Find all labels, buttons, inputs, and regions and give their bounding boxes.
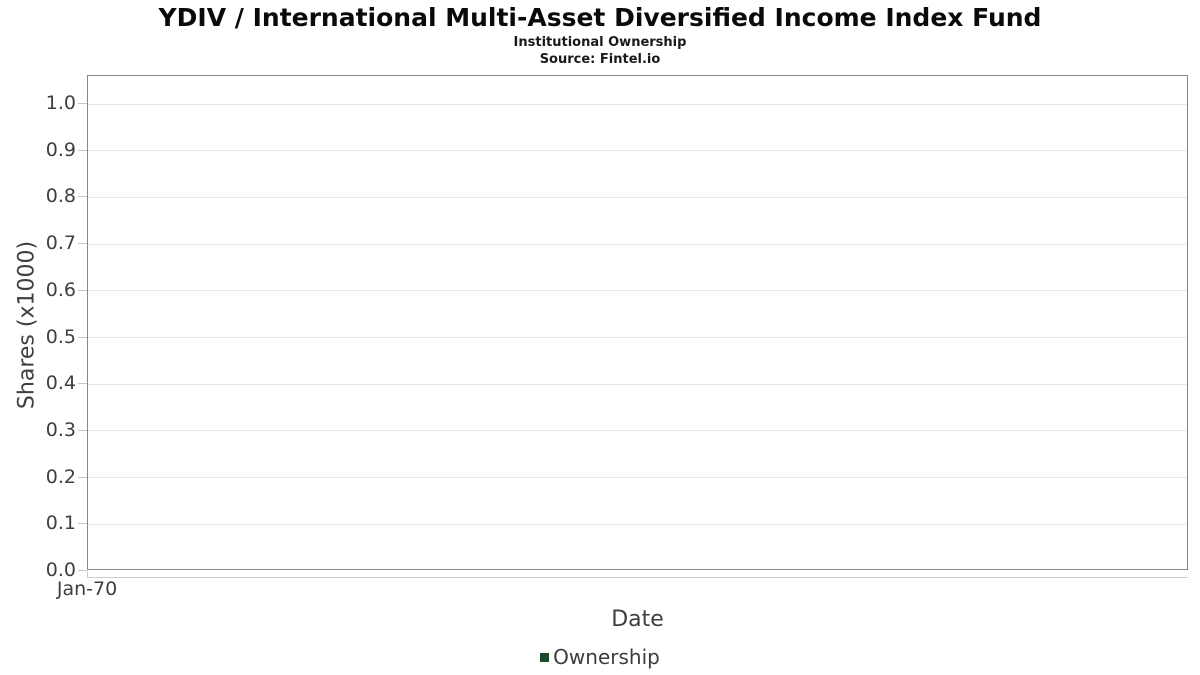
y-tick-mark: [78, 429, 87, 431]
legend-marker-icon: [540, 652, 550, 662]
y-gridline: [88, 196, 1187, 198]
y-gridline: [88, 243, 1187, 245]
x-axis-title: Date: [611, 607, 664, 632]
y-tick-label: 0.1: [45, 512, 76, 535]
legend-item-ownership[interactable]: Ownership: [540, 645, 660, 669]
y-gridline: [88, 523, 1187, 525]
y-tick-label: 0.0: [45, 559, 76, 581]
y-tick-label: 0.4: [45, 372, 76, 395]
y-gridline: [88, 430, 1187, 432]
y-tick-mark: [78, 523, 87, 525]
y-tick-label: 0.5: [45, 325, 76, 348]
y-tick-mark: [78, 103, 87, 105]
y-gridline: [88, 290, 1187, 292]
x-tick-mark: [87, 571, 88, 577]
y-tick-mark: [78, 570, 87, 571]
y-tick-label: 0.8: [45, 185, 76, 208]
y-tick-label: 1.0: [45, 92, 76, 115]
legend-label: Ownership: [553, 645, 660, 669]
y-gridline: [88, 150, 1187, 152]
y-tick-label: 0.9: [45, 138, 76, 161]
y-tick-mark: [78, 476, 87, 478]
x-axis-line: [87, 577, 1188, 578]
y-tick-label: 0.6: [45, 278, 76, 301]
y-tick-label: 0.7: [45, 232, 76, 255]
legend: Ownership: [0, 645, 1200, 669]
plot-area: [87, 75, 1188, 570]
x-tick-label: Jan-70: [56, 578, 118, 600]
y-gridline: [88, 477, 1187, 479]
y-tick-mark: [78, 243, 87, 245]
y-gridline: [88, 337, 1187, 338]
y-tick-mark: [78, 336, 87, 338]
chart-source-label: Source: Fintel.io: [539, 52, 661, 67]
y-gridline: [88, 383, 1187, 385]
y-tick-label: 0.2: [45, 465, 76, 488]
y-tick-mark: [78, 289, 87, 291]
y-tick-mark: [78, 383, 87, 385]
y-tick-mark: [78, 149, 87, 151]
chart-title: YDIV / International Multi-Asset Diversi…: [158, 3, 1042, 32]
chart-subtitle: Institutional Ownership: [513, 35, 687, 50]
y-tick-label: 0.3: [45, 418, 76, 441]
y-gridline: [88, 103, 1187, 105]
y-tick-mark: [78, 196, 87, 198]
